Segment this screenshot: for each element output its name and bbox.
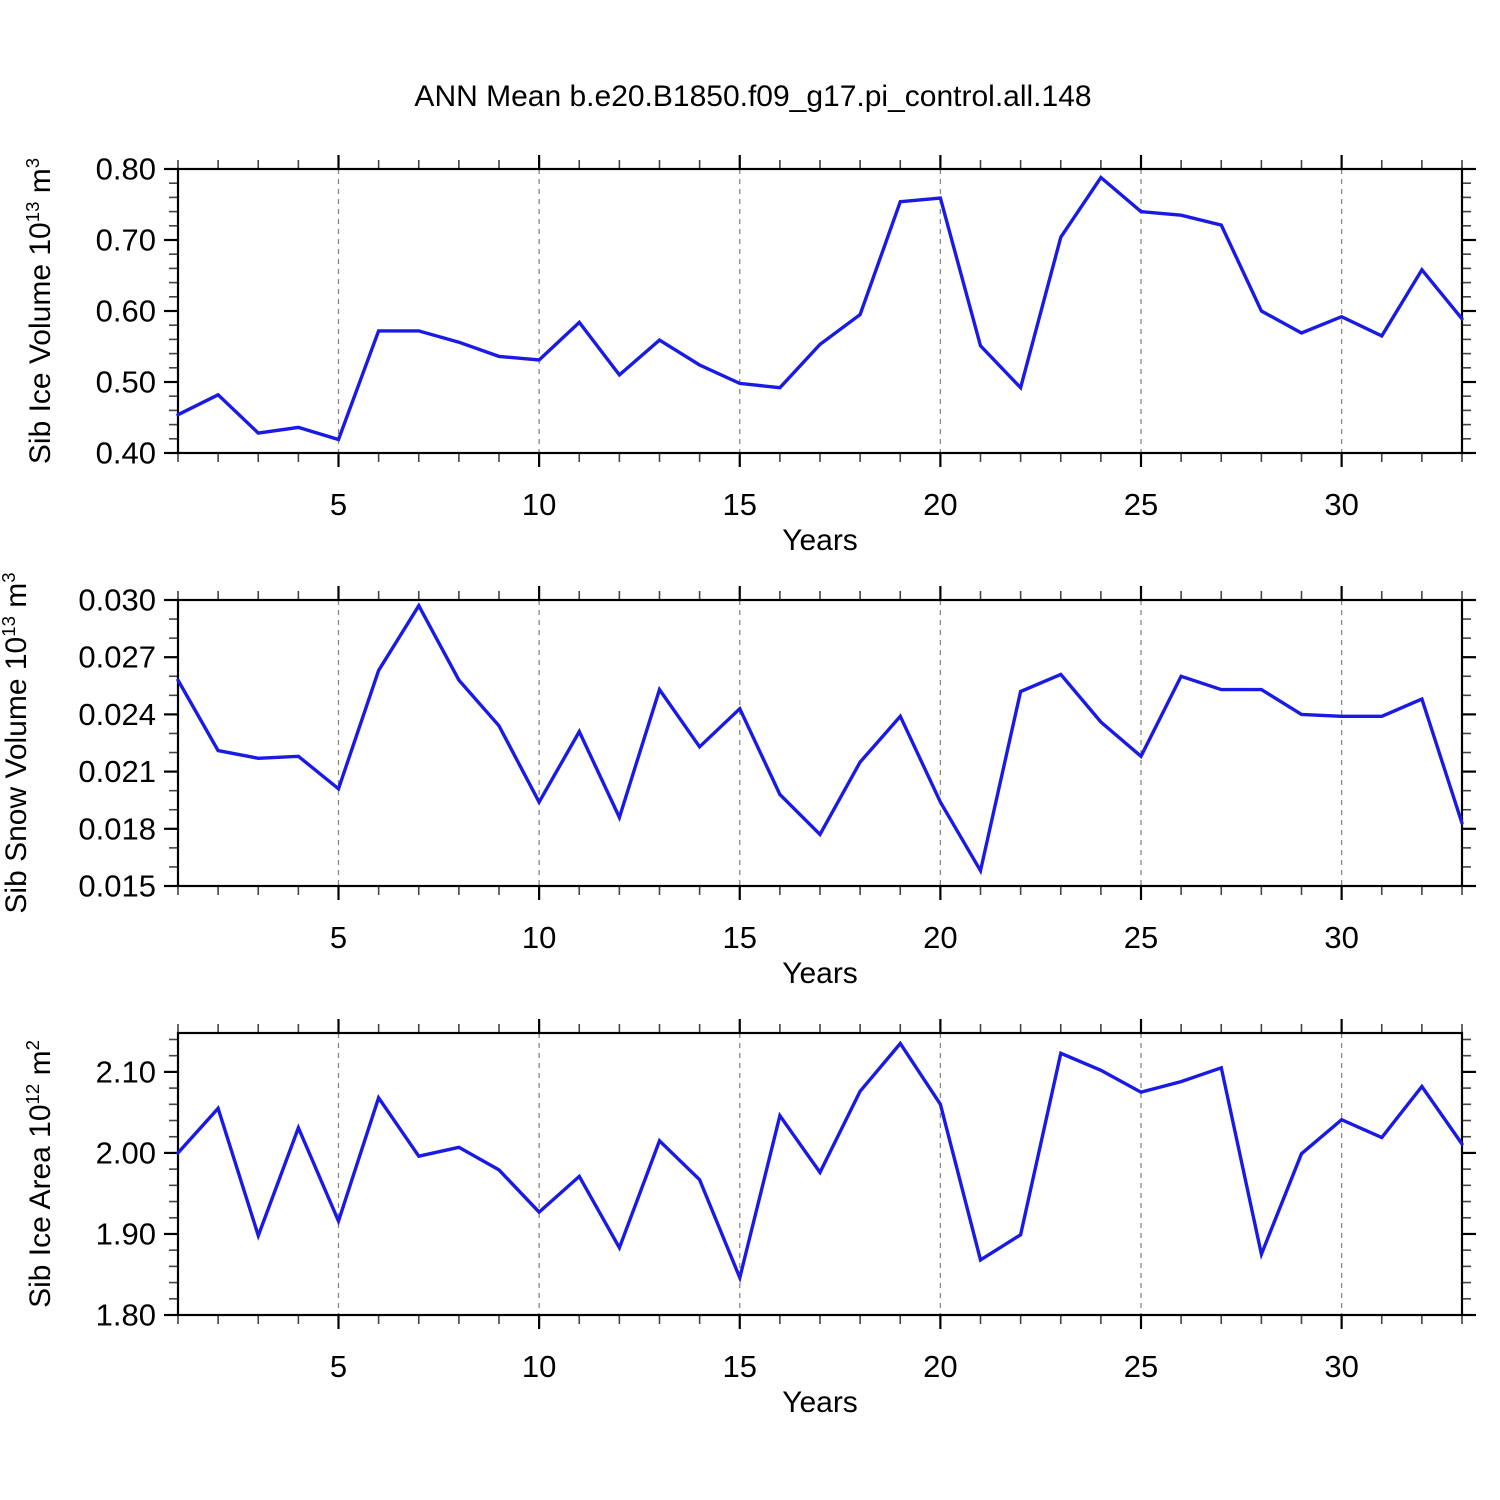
y-tick-label: 0.50: [96, 365, 156, 400]
y-tick-label: 0.40: [96, 436, 156, 471]
x-tick-label: 15: [723, 1349, 757, 1384]
x-axis-title-panel-1: Years: [782, 524, 858, 557]
x-tick-label: 5: [330, 1349, 347, 1384]
y-tick-label: 0.018: [78, 811, 156, 846]
data-line-sib-ice-volume: [176, 174, 1464, 442]
x-tick-label: 10: [522, 920, 556, 955]
y-tick-label: 0.024: [78, 697, 156, 732]
x-axis-title-panel-2: Years: [782, 957, 858, 990]
x-tick-label: 30: [1324, 487, 1358, 522]
y-tick-label: 2.10: [96, 1054, 156, 1089]
y-axis-title-ice-volume: Sib Ice Volume 1013 m3: [21, 157, 58, 465]
x-tick-label: 10: [522, 1349, 556, 1384]
x-tick-label: 25: [1124, 920, 1158, 955]
y-tick-label: 1.90: [96, 1216, 156, 1251]
data-line-sib-snow-volume: [176, 602, 1464, 876]
x-tick-label: 15: [723, 920, 757, 955]
y-tick-label: 0.60: [96, 294, 156, 329]
y-tick-label: 0.027: [78, 640, 156, 675]
y-tick-label: 0.80: [96, 152, 156, 187]
data-line-sib-ice-area: [176, 1040, 1464, 1284]
axis-frame: [176, 167, 1464, 455]
y-tick-label: 2.00: [96, 1135, 156, 1170]
chart-title: ANN Mean b.e20.B1850.f09_g17.pi_control.…: [414, 80, 1092, 113]
y-axis-title-ice-area: Sib Ice Area 1012 m2: [21, 1040, 58, 1308]
x-tick-label: 20: [923, 487, 957, 522]
y-tick-label: 0.030: [78, 583, 156, 618]
x-tick-label: 5: [330, 487, 347, 522]
x-axis-title-panel-3: Years: [782, 1386, 858, 1419]
x-tick-label: 30: [1324, 1349, 1358, 1384]
axis-frame: [176, 598, 1464, 888]
x-tick-label: 30: [1324, 920, 1358, 955]
axis-frame: [176, 1031, 1464, 1317]
x-tick-label: 20: [923, 920, 957, 955]
y-axis-title-snow-volume: Sib Snow Volume 1013 m3: [0, 572, 34, 914]
x-tick-label: 15: [723, 487, 757, 522]
y-tick-label: 0.015: [78, 869, 156, 904]
x-tick-label: 25: [1124, 487, 1158, 522]
y-tick-label: 0.70: [96, 223, 156, 258]
y-tick-label: 0.021: [78, 754, 156, 789]
x-tick-label: 5: [330, 920, 347, 955]
x-tick-label: 20: [923, 1349, 957, 1384]
x-tick-label: 10: [522, 487, 556, 522]
y-tick-label: 1.80: [96, 1298, 156, 1333]
x-tick-label: 25: [1124, 1349, 1158, 1384]
